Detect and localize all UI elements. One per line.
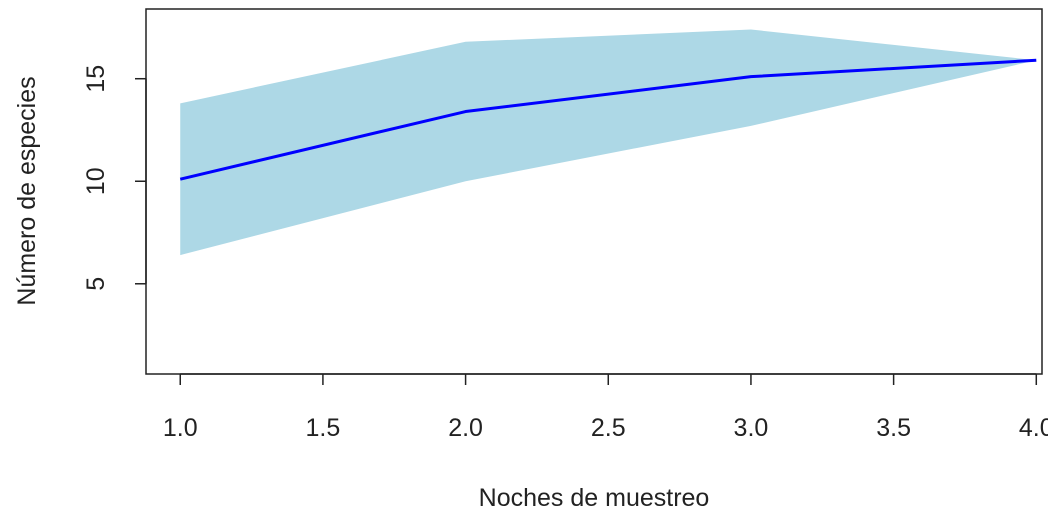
confidence-band (180, 29, 1037, 256)
y-axis: 5 10 15 (82, 65, 147, 291)
y-tick-label: 5 (82, 277, 110, 291)
x-tick-label: 1.5 (306, 414, 341, 442)
x-tick-label: 1.0 (163, 414, 198, 442)
x-tick-label: 4.0 (1019, 414, 1048, 442)
x-axis: 1.0 1.5 2.0 2.5 3.0 3.5 4.0 (163, 373, 1048, 442)
y-tick-label: 10 (82, 167, 110, 195)
x-tick-label: 2.5 (591, 414, 626, 442)
x-tick-label: 3.0 (734, 414, 769, 442)
x-tick-label: 3.5 (876, 414, 911, 442)
y-tick-label: 15 (82, 65, 110, 93)
x-axis-title: Noches de muestreo (479, 484, 710, 512)
x-tick-label: 2.0 (448, 414, 483, 442)
mean-species-line (179, 58, 1037, 181)
y-axis-title: Número de especies (13, 76, 41, 305)
